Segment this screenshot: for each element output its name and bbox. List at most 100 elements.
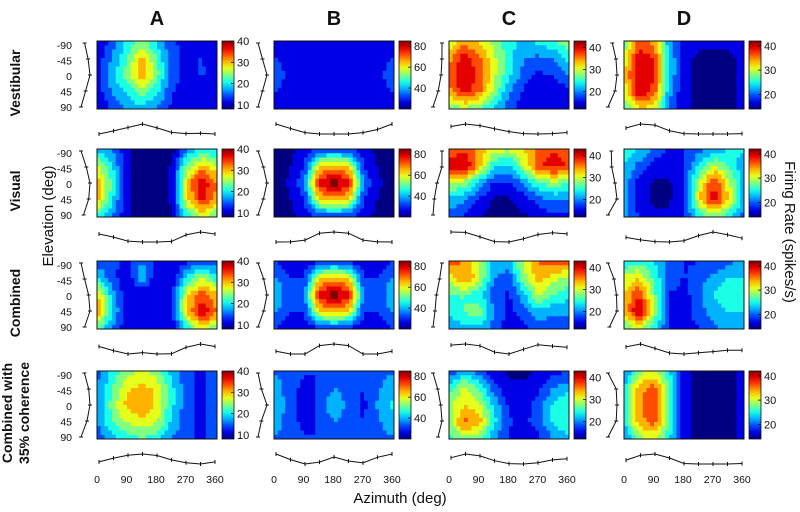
heatmap-cell <box>134 166 139 171</box>
heatmap-cell <box>494 161 499 167</box>
heatmap-cell <box>635 75 640 80</box>
heatmap-cell <box>289 208 294 214</box>
heatmap-cell <box>676 41 681 46</box>
heatmap-cell <box>277 187 282 192</box>
heatmap-cell <box>512 204 517 209</box>
heatmap-cell <box>494 92 499 97</box>
heatmap-cell <box>371 278 376 283</box>
heatmap-cell <box>341 183 346 188</box>
heatmap-cell <box>627 83 632 89</box>
heatmap-cell <box>390 170 395 175</box>
heatmap-cell <box>687 70 692 76</box>
heatmap-cell <box>367 166 372 171</box>
heatmap-cell <box>646 41 651 46</box>
heatmap-cell <box>687 174 692 180</box>
heatmap-cell <box>386 183 391 188</box>
heatmap-cell <box>209 200 214 205</box>
heatmap-cell <box>631 208 636 214</box>
colorbar-tick-label: 10 <box>237 208 249 220</box>
heatmap-cell <box>699 96 704 101</box>
heatmap-cell <box>680 83 685 89</box>
colorbar-tick-label: 20 <box>589 87 601 99</box>
heatmap-cell <box>456 92 461 97</box>
heatmap-cell <box>449 212 454 218</box>
heatmap-cell <box>134 299 139 304</box>
heatmap-cell <box>160 157 165 163</box>
heatmap-cell <box>367 45 372 50</box>
heatmap-cell <box>456 53 461 59</box>
heatmap-cell <box>382 161 387 167</box>
heatmap-cell <box>190 66 195 72</box>
heatmap-cell <box>334 174 339 180</box>
heatmap-cell <box>100 161 105 167</box>
heatmap-cell <box>145 273 150 279</box>
heatmap-cell <box>561 174 566 180</box>
heatmap-cell <box>300 149 305 154</box>
heatmap-cell <box>512 62 517 67</box>
heatmap-cell <box>334 269 339 275</box>
heatmap-cell <box>123 149 128 154</box>
heatmap-cell <box>97 161 102 167</box>
heatmap-cell <box>330 191 335 197</box>
heatmap-cell <box>352 153 357 158</box>
heatmap-cell <box>654 183 659 188</box>
heatmap-cell <box>486 178 491 184</box>
heatmap-cell <box>364 261 369 266</box>
heatmap-cell <box>516 62 521 67</box>
heatmap-cell <box>509 45 514 50</box>
heatmap-cell <box>300 183 305 188</box>
heatmap-cell <box>479 157 484 163</box>
heatmap-cell <box>319 100 324 106</box>
heatmap-cell <box>464 170 469 175</box>
heatmap-cell <box>115 191 120 197</box>
heatmap-cell <box>486 62 491 67</box>
heatmap-cell <box>330 161 335 167</box>
heatmap-cell <box>138 178 143 184</box>
heatmap-cell <box>565 178 570 184</box>
heatmap-cell <box>390 45 395 50</box>
heatmap-cell <box>187 212 192 218</box>
heatmap-cell <box>650 79 655 84</box>
heatmap-cell <box>153 261 158 266</box>
heatmap-cell <box>646 49 651 55</box>
heatmap-cell <box>160 92 165 97</box>
heatmap-cell <box>676 204 681 209</box>
heatmap-cell <box>550 104 555 110</box>
heatmap-cell <box>520 200 525 205</box>
heatmap-cell <box>661 212 666 218</box>
heatmap-cell <box>190 187 195 192</box>
heatmap-cell <box>115 320 120 326</box>
heatmap-cell <box>104 290 109 296</box>
heatmap-cell <box>736 41 741 46</box>
heatmap-cell <box>710 70 715 76</box>
heatmap-cell <box>520 66 525 72</box>
heatmap-cell <box>721 204 726 209</box>
heatmap-cell <box>452 208 457 214</box>
heatmap-cell <box>319 170 324 175</box>
heatmap-cell <box>452 96 457 101</box>
heatmap-cell <box>108 299 113 304</box>
heatmap-cell <box>145 316 150 321</box>
heatmap-cell <box>714 153 719 158</box>
heatmap-cell <box>164 208 169 214</box>
heatmap-cell <box>175 161 180 167</box>
heatmap-cell <box>205 174 210 180</box>
heatmap-cell <box>676 149 681 154</box>
heatmap-cell <box>179 174 184 180</box>
heatmap-cell <box>635 96 640 101</box>
heatmap-cell <box>202 104 207 110</box>
heatmap-cell <box>501 174 506 180</box>
heatmap-cell <box>345 187 350 192</box>
heatmap-cell <box>542 212 547 218</box>
heatmap-cell <box>699 104 704 110</box>
azimuth-tuning-curve <box>98 231 216 243</box>
heatmap-cell <box>505 53 510 59</box>
heatmap-cell <box>561 178 566 184</box>
heatmap-cell <box>289 278 294 283</box>
heatmap-cell <box>119 75 124 80</box>
heatmap-cell <box>699 87 704 93</box>
heatmap-cell <box>539 178 544 184</box>
heatmap-cell <box>717 174 722 180</box>
heatmap-cell <box>349 79 354 84</box>
heatmap-cell <box>706 153 711 158</box>
